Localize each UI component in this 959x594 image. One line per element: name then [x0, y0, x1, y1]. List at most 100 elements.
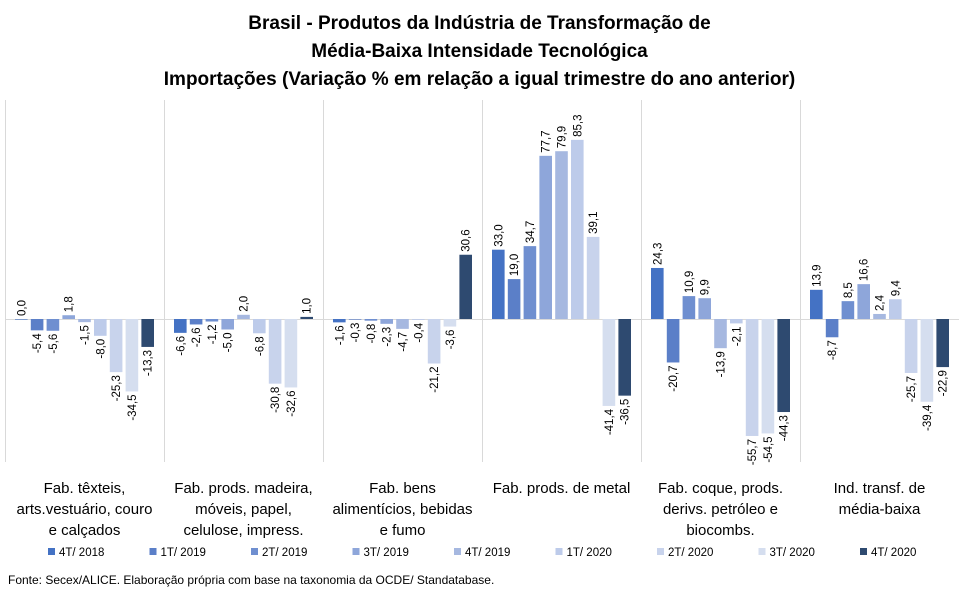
bar [777, 319, 790, 413]
legend-label: 4T/ 2020 [871, 547, 916, 559]
legend-swatch [555, 548, 563, 555]
legend-swatch [758, 548, 766, 555]
data-label: -30,8 [270, 387, 282, 413]
bar [205, 319, 219, 322]
data-label: 1,0 [302, 298, 314, 314]
data-label: -1,6 [334, 325, 346, 345]
bar [857, 284, 870, 319]
bar [443, 319, 457, 327]
legend-label: 4T/ 2019 [465, 547, 510, 559]
bar [523, 246, 537, 319]
data-label: -1,5 [80, 325, 92, 345]
data-label: 9,4 [890, 280, 902, 297]
bar [333, 319, 346, 323]
data-label: -34,5 [127, 394, 139, 420]
category-label: alimentícios, bebidas [332, 501, 472, 518]
bar [300, 316, 313, 319]
data-label: 30,6 [461, 229, 473, 251]
data-label: -54,5 [763, 436, 775, 462]
data-label: -2,6 [191, 327, 203, 347]
data-label: 10,9 [684, 271, 696, 293]
category-label: Fab. prods. madeira, [174, 480, 312, 497]
data-label: -22,9 [938, 370, 950, 396]
data-label: -5,4 [32, 333, 44, 353]
bar [904, 319, 918, 373]
bar [666, 319, 680, 363]
data-label: -5,0 [223, 333, 235, 353]
legend-swatch [352, 548, 360, 555]
data-label: -0,3 [350, 323, 362, 343]
data-label: 19,0 [509, 254, 521, 276]
bar [920, 319, 934, 402]
legend-label: 3T/ 2020 [770, 547, 815, 559]
category-label: derivs. petróleo e [663, 501, 778, 518]
category-label: média-baixa [839, 501, 921, 518]
bar [810, 289, 823, 319]
data-label: 8,5 [843, 282, 855, 298]
data-label: -25,7 [906, 376, 918, 402]
data-label: 79,9 [557, 126, 569, 148]
bar [730, 319, 743, 324]
bar [348, 319, 362, 320]
category-label: Fab. coque, prods. [658, 480, 783, 497]
category-label: Fab. têxteis, [44, 480, 126, 497]
legend-label: 2T/ 2020 [668, 547, 713, 559]
data-label: -32,6 [286, 390, 298, 416]
data-label: -2,3 [382, 327, 394, 347]
data-label: -1,2 [207, 325, 219, 345]
bar [94, 319, 107, 336]
bar [936, 319, 949, 368]
data-label: 2,4 [875, 294, 887, 311]
data-label: -0,8 [366, 324, 378, 344]
bar [237, 314, 250, 319]
bar [841, 301, 855, 319]
bar [586, 236, 600, 319]
bar [396, 319, 409, 329]
bar [825, 319, 839, 338]
data-label: 33,0 [493, 224, 505, 246]
legend-label: 4T/ 2018 [59, 547, 104, 559]
category-label: arts.vestuário, couro [17, 501, 153, 518]
bar [459, 254, 472, 319]
data-label: -21,2 [429, 367, 441, 393]
bar [602, 319, 616, 406]
category-label: móveis, papel, [195, 501, 292, 518]
bar [284, 319, 298, 388]
data-label: 34,7 [525, 221, 537, 243]
data-label: -36,5 [620, 399, 632, 425]
bar [889, 299, 902, 319]
legend-swatch [454, 548, 461, 555]
data-label: -4,7 [398, 332, 410, 352]
data-label: 9,9 [700, 279, 712, 295]
chart-title-line-2: Média-Baixa Intensidade Tecnológica [311, 41, 648, 62]
category-label: e calçados [49, 522, 121, 539]
bar [189, 319, 203, 325]
source-note: Fonte: Secex/ALICE. Elaboração própria c… [8, 573, 495, 587]
data-label: 2,0 [239, 296, 251, 312]
data-label: -44,3 [779, 415, 791, 441]
category-label: biocombs. [686, 522, 754, 539]
data-label: 0,0 [16, 300, 28, 316]
data-label: -13,3 [143, 350, 155, 376]
data-label: 77,7 [541, 130, 553, 152]
bar [618, 319, 631, 396]
data-label: -3,6 [445, 330, 457, 350]
data-label: -41,4 [604, 408, 616, 435]
bar [539, 155, 552, 319]
bar [174, 319, 187, 333]
bar [62, 315, 75, 319]
bar [698, 298, 711, 319]
legend-swatch [149, 548, 157, 555]
bar [555, 151, 568, 319]
data-label: -6,6 [175, 336, 187, 356]
data-label: -13,9 [716, 351, 728, 377]
chart-title-line-1: Brasil - Produtos da Indústria de Transf… [248, 13, 711, 34]
category-label: Fab. bens [369, 480, 436, 497]
bar [427, 319, 441, 364]
bar [141, 319, 154, 347]
bar [651, 267, 664, 319]
bar [78, 319, 91, 323]
bar [873, 313, 886, 319]
data-label: -25,3 [111, 375, 123, 401]
